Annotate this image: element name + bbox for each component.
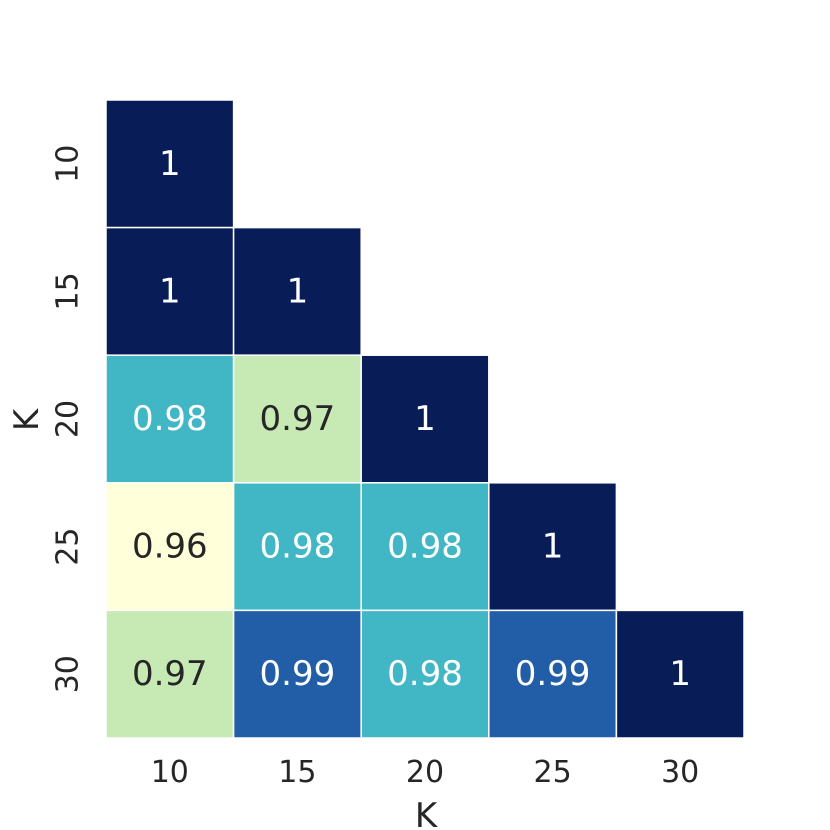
- y-tick-label: 25: [51, 528, 86, 566]
- x-tick-label: 25: [534, 755, 572, 790]
- heatmap-cell-20-20: [360, 354, 490, 484]
- heatmap-cell-30-20: [360, 609, 490, 739]
- y-tick-label: 15: [51, 272, 86, 310]
- heatmap-cell-30-25: [488, 609, 618, 739]
- cell-value-label: 1: [159, 271, 181, 311]
- cell-value-label: 0.98: [260, 527, 336, 567]
- y-tick-label: 30: [51, 655, 86, 693]
- x-tick-label: 10: [151, 755, 189, 790]
- x-tick-label: 15: [278, 755, 316, 790]
- cell-value-label: 1: [542, 527, 564, 567]
- y-tick-label: 10: [51, 145, 86, 183]
- heatmap-cell-30-30: [615, 609, 745, 739]
- cell-value-label: 1: [159, 144, 181, 184]
- x-tick-label: 20: [406, 755, 444, 790]
- cell-value-label: 0.99: [260, 654, 336, 694]
- heatmap-cell-25-15: [232, 482, 362, 612]
- heatmap-cells: [105, 99, 745, 739]
- y-axis-label: K: [7, 407, 47, 431]
- heatmap-cell-20-10: [105, 354, 235, 484]
- cell-value-label: 0.98: [387, 654, 463, 694]
- heatmap-cell-15-15: [232, 226, 362, 356]
- cell-value-label: 1: [414, 399, 436, 439]
- heatmap-cell-15-10: [105, 226, 235, 356]
- cell-value-label: 0.99: [515, 654, 591, 694]
- heatmap-cell-10-10: [105, 99, 235, 229]
- cell-value-label: 0.98: [132, 399, 208, 439]
- cell-value-label: 0.98: [387, 527, 463, 567]
- x-axis-ticks: 10 15 20 25 30: [151, 755, 700, 790]
- heatmap-cell-25-25: [488, 482, 618, 612]
- cell-value-label: 1: [669, 654, 691, 694]
- heatmap-cell-labels: 1 1 1 0.98 0.97 1 0.96 0.98 0.98 1 0.97 0.99 0.98 0.9…: [132, 144, 691, 694]
- y-axis-ticks: 10 15 20 25 30: [51, 145, 86, 694]
- cell-value-label: 0.96: [132, 527, 208, 567]
- x-tick-label: 30: [661, 755, 699, 790]
- x-axis-label: K: [415, 796, 439, 830]
- cell-value-label: 0.97: [260, 399, 336, 439]
- cell-value-label: 1: [287, 271, 309, 311]
- cell-value-label: 0.97: [132, 654, 208, 694]
- y-tick-label: 20: [51, 400, 86, 438]
- heatmap-cell-30-15: [232, 609, 362, 739]
- heatmap-cell-20-15: [232, 354, 362, 484]
